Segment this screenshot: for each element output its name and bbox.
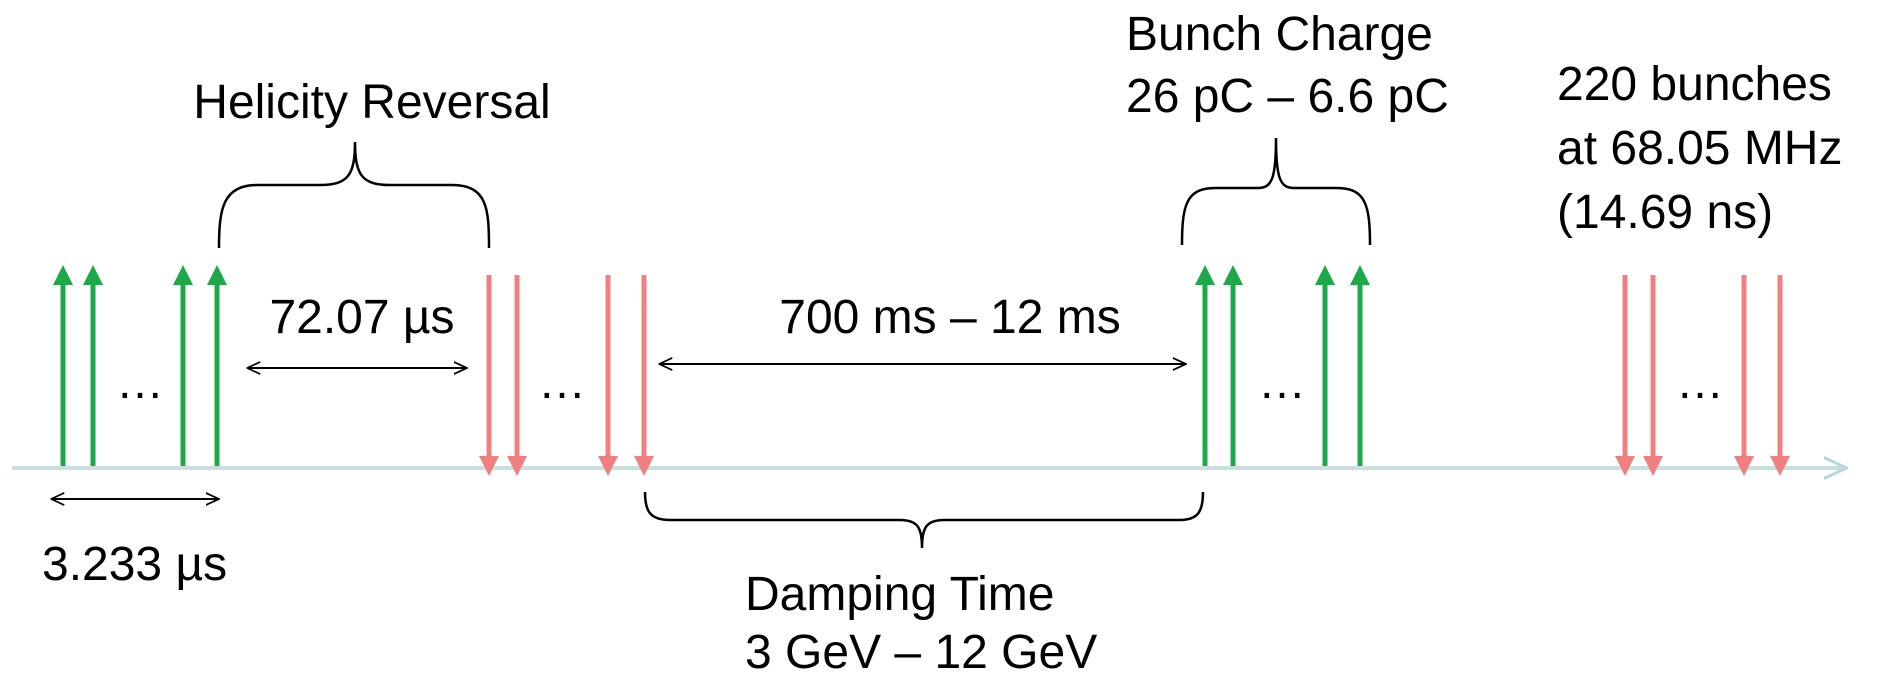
bunch-charge-brace — [1180, 137, 1372, 246]
helicity-reversal-brace — [217, 141, 491, 249]
damping-time-label-line2: 3 GeV – 12 GeV — [745, 626, 1097, 675]
bunch-charge-label-line2: 26 pC – 6.6 pC — [1126, 70, 1449, 123]
bunches-label-line1: 220 bunches — [1557, 58, 1832, 111]
ellipsis-group-3: … — [1258, 356, 1306, 409]
bunches-label-line2: at 68.05 MHz — [1557, 122, 1842, 175]
damping-time-label-line1: Damping Time — [745, 568, 1054, 621]
ellipsis-group-4: … — [1676, 356, 1724, 409]
gap-long-label: 700 ms – 12 ms — [779, 291, 1120, 344]
damping-time-brace — [643, 491, 1205, 549]
bunch-charge-label-line1: Bunch Charge — [1126, 8, 1433, 61]
helicity-reversal-label: Helicity Reversal — [193, 76, 550, 129]
bunch-arrows — [53, 265, 1790, 476]
ellipsis-group-1: … — [116, 356, 164, 409]
bunches-label-line3: (14.69 ns) — [1557, 186, 1773, 239]
ellipsis-group-2: … — [538, 356, 586, 409]
gap-short-label: 72.07 µs — [269, 291, 454, 344]
bunch-spacing-label: 3.233 µs — [42, 538, 227, 591]
